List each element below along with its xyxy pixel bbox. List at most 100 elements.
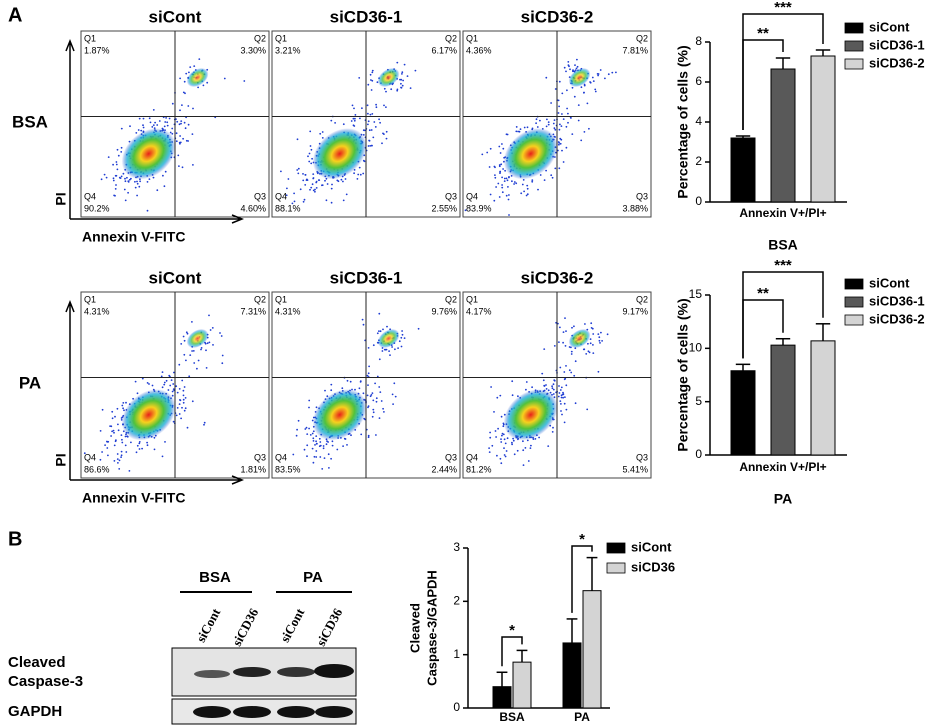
plot-title: siCont (149, 7, 202, 26)
event-dot (606, 333, 609, 336)
event-dot (345, 193, 348, 196)
event-dot (567, 121, 569, 124)
event-dot (379, 121, 381, 124)
event-dot (501, 184, 503, 186)
event-dot (511, 180, 513, 183)
quadrant-percent: 3.21% (275, 45, 301, 55)
legend-swatch (844, 314, 864, 326)
event-dot (401, 84, 404, 87)
quadrant-name: Q3 (636, 191, 648, 201)
quadrant-name: Q2 (636, 33, 648, 43)
event-dot (351, 104, 354, 107)
event-dot (308, 406, 310, 409)
event-dot (527, 460, 530, 462)
event-dot (161, 455, 164, 458)
event-dot (381, 142, 383, 145)
event-dot (211, 327, 214, 329)
event-dot (200, 348, 202, 351)
event-dot (526, 187, 529, 190)
event-dot (165, 117, 168, 119)
event-dot (562, 391, 564, 394)
event-dot (177, 154, 180, 157)
event-dot (115, 184, 117, 186)
event-dot (392, 403, 394, 405)
event-dot (352, 117, 355, 120)
event-dot (121, 404, 124, 407)
event-dot (121, 441, 124, 444)
quadrant-name: Q1 (84, 294, 96, 304)
quadrant-percent: 4.31% (84, 306, 110, 316)
event-dot (280, 170, 282, 173)
event-dot (547, 445, 550, 447)
event-dot (295, 434, 298, 437)
event-dot (409, 87, 412, 89)
event-dot (587, 350, 590, 353)
event-dot (183, 121, 186, 124)
event-dot (185, 331, 188, 334)
event-dot (598, 336, 601, 339)
event-dot (212, 344, 214, 346)
event-dot (554, 88, 557, 90)
quadrant-name: Q4 (84, 452, 96, 462)
event-dot (370, 144, 373, 147)
event-dot (367, 384, 369, 386)
significance-label: *** (774, 257, 792, 274)
event-dot (580, 86, 583, 89)
density-core (312, 128, 367, 180)
event-dot (488, 447, 490, 449)
event-dot (321, 184, 324, 187)
event-dot (553, 127, 556, 130)
event-dot (501, 434, 503, 437)
event-dot (560, 386, 563, 389)
density-core (568, 328, 591, 349)
density-core (377, 67, 400, 88)
event-dot (312, 430, 315, 433)
event-dot (146, 209, 149, 212)
event-dot (396, 88, 399, 91)
legend-swatch (606, 562, 626, 574)
event-dot (148, 383, 150, 385)
event-dot (117, 429, 120, 432)
bar (512, 661, 532, 709)
event-dot (151, 384, 154, 387)
event-dot (319, 441, 322, 443)
event-dot (501, 432, 504, 435)
event-dot (367, 83, 370, 86)
event-dot (179, 142, 181, 145)
bar (582, 590, 602, 709)
event-dot (401, 330, 403, 332)
event-dot (535, 118, 538, 121)
event-dot (558, 167, 561, 170)
event-dot (148, 117, 151, 120)
event-dot (537, 188, 539, 191)
event-dot (172, 420, 175, 423)
event-dot (221, 354, 224, 357)
axis-label: Annexin V-FITC (82, 490, 185, 506)
event-dot (417, 327, 420, 330)
quadrant-name: Q4 (84, 191, 96, 201)
row-label: Cleaved (8, 654, 66, 671)
event-dot (358, 387, 361, 390)
event-dot (378, 358, 381, 361)
event-dot (163, 383, 166, 386)
event-dot (334, 122, 336, 124)
event-dot (539, 174, 542, 176)
event-dot (571, 86, 574, 89)
event-dot (557, 395, 560, 398)
event-dot (525, 381, 528, 383)
event-dot (541, 372, 544, 375)
event-dot (597, 74, 599, 77)
event-dot (178, 403, 181, 405)
event-dot (403, 63, 406, 66)
event-dot (506, 179, 509, 182)
event-dot (371, 79, 374, 82)
event-dot (180, 120, 183, 122)
event-dot (366, 374, 369, 377)
event-dot (588, 351, 591, 354)
event-dot (112, 163, 114, 166)
event-dot (310, 186, 313, 189)
event-dot (386, 325, 388, 328)
event-dot (531, 179, 534, 182)
event-dot (134, 180, 136, 183)
event-dot (175, 132, 178, 135)
